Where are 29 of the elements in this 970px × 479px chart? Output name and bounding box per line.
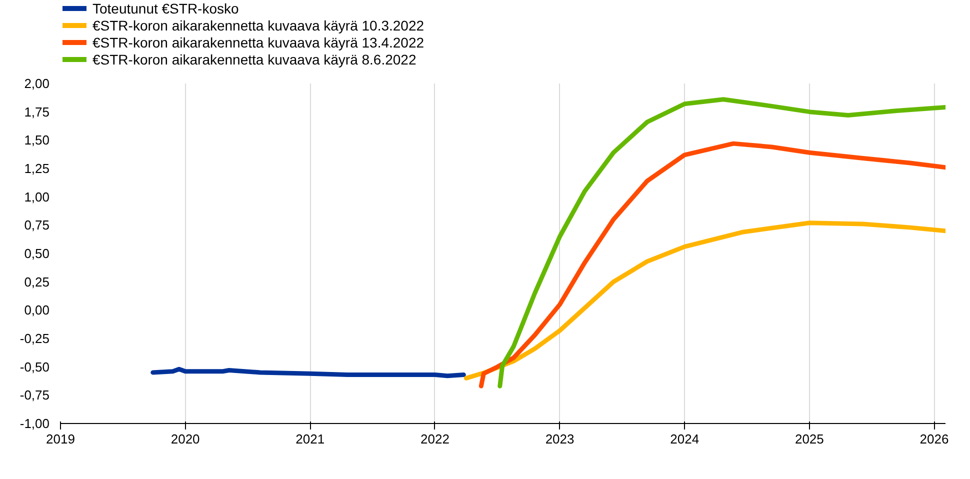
y-tick-label: -1,00 bbox=[20, 416, 50, 431]
x-tick-label: 2021 bbox=[296, 432, 325, 446]
y-tick-label: 0,75 bbox=[24, 218, 50, 233]
legend-label: Toteutunut €STR-kosko bbox=[92, 0, 240, 16]
line-series bbox=[464, 220, 946, 380]
line-series bbox=[150, 366, 466, 378]
y-tick-label: -0,25 bbox=[20, 331, 50, 346]
x-tick-label: 2024 bbox=[670, 432, 700, 446]
x-tick-label: 2026 bbox=[920, 432, 949, 446]
y-tick-label: 0,00 bbox=[24, 302, 50, 318]
line-series bbox=[478, 141, 946, 388]
y-tick-label: 1,25 bbox=[24, 161, 50, 176]
legend-label: €STR-koron aikarakennetta kuvaava käyrä 10.3.2022 bbox=[92, 18, 424, 34]
legend-label: €STR-koron aikarakennetta kuvaava käyrä 8.6.2022 bbox=[92, 52, 416, 68]
y-tick-label: -0,50 bbox=[20, 359, 50, 374]
x-tick-label: 2022 bbox=[420, 432, 450, 446]
y-tick-label: 0,50 bbox=[24, 246, 50, 261]
x-tick-label: 2025 bbox=[794, 432, 824, 446]
legend-label: €STR-koron aikarakennetta kuvaava käyrä 13.4.2022 bbox=[92, 34, 424, 50]
y-tick-label: 1,75 bbox=[24, 104, 50, 120]
y-tick-label: -0,75 bbox=[20, 388, 50, 403]
y-tick-label: 2,00 bbox=[24, 76, 50, 91]
y-tick-label: 0,25 bbox=[24, 274, 50, 290]
x-tick-label: 2023 bbox=[545, 432, 574, 446]
y-tick-label: 1,00 bbox=[24, 189, 50, 204]
x-tick-label: 2020 bbox=[170, 432, 200, 446]
x-tick-label: 2019 bbox=[46, 432, 75, 446]
line-series bbox=[498, 97, 946, 388]
y-tick-label: 1,50 bbox=[24, 132, 50, 148]
